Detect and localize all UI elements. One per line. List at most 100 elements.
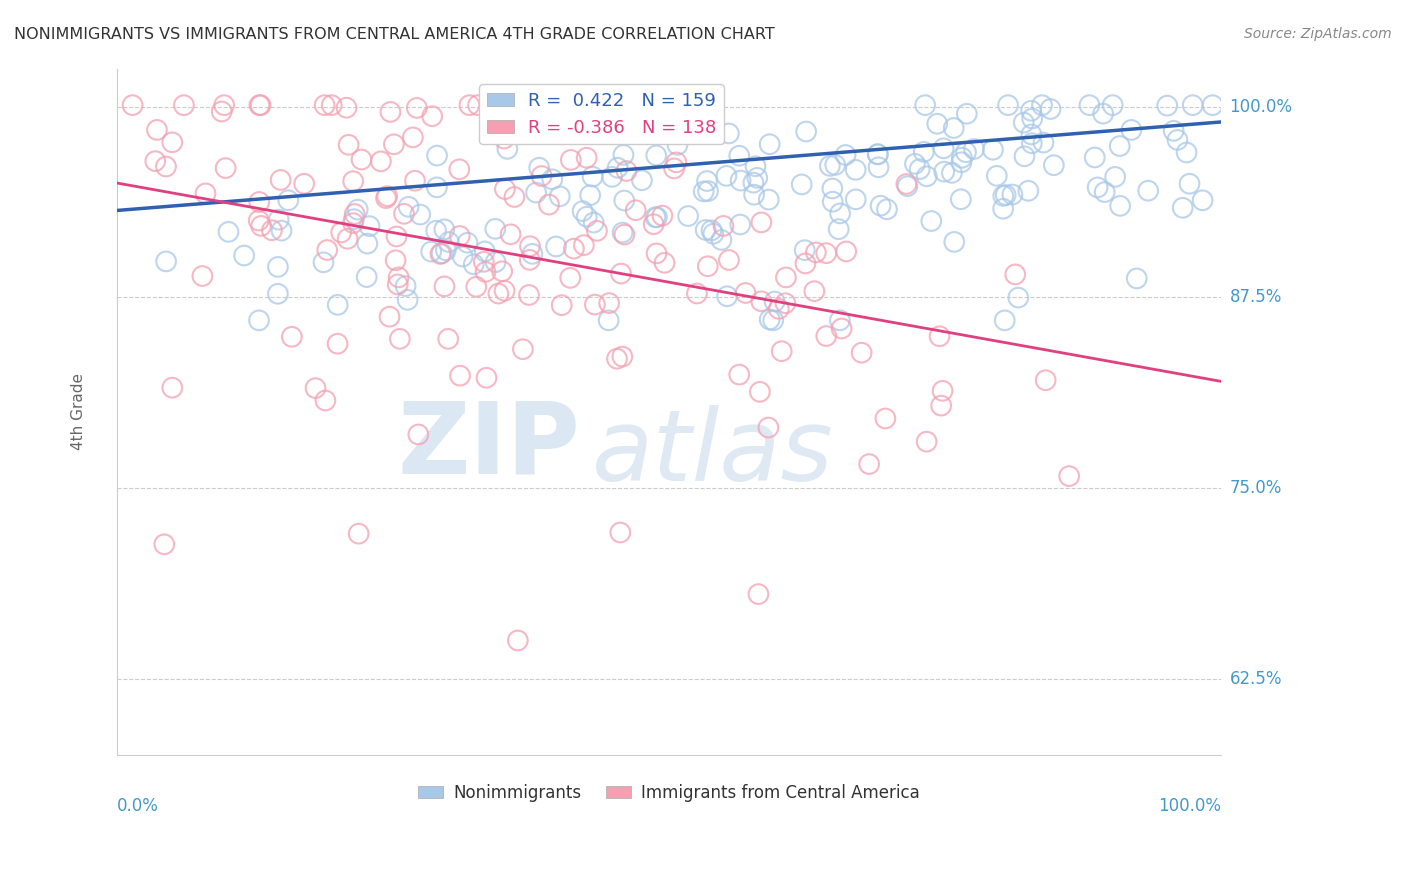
Point — [404, 174, 426, 188]
Point — [402, 130, 425, 145]
Point — [717, 127, 740, 141]
Point — [430, 246, 453, 260]
Point — [1078, 98, 1101, 112]
Point — [582, 216, 605, 230]
Point — [405, 101, 427, 115]
Point — [250, 219, 273, 233]
Point — [986, 169, 1008, 183]
Point — [866, 147, 889, 161]
Point — [702, 227, 724, 241]
Point — [734, 285, 756, 300]
Point — [929, 399, 952, 413]
Point — [728, 218, 751, 232]
Point — [581, 169, 603, 184]
Point — [821, 194, 844, 209]
Point — [654, 256, 676, 270]
Point — [612, 350, 634, 364]
Point — [1057, 469, 1080, 483]
Point — [1087, 180, 1109, 194]
Point — [818, 159, 841, 173]
Point — [342, 216, 364, 230]
Point — [747, 587, 769, 601]
Point — [713, 219, 735, 233]
Point — [665, 155, 688, 169]
Point — [804, 245, 827, 260]
Point — [191, 268, 214, 283]
Point — [267, 286, 290, 301]
Point — [742, 187, 765, 202]
Point — [770, 344, 793, 359]
Text: 87.5%: 87.5% — [1230, 288, 1282, 307]
Point — [612, 226, 634, 240]
Point — [321, 98, 343, 112]
Point — [748, 384, 770, 399]
Point — [612, 148, 634, 162]
Point — [396, 293, 419, 307]
Point — [173, 98, 195, 112]
Point — [696, 174, 718, 188]
Point — [1156, 98, 1178, 112]
Point — [666, 137, 689, 152]
Point — [950, 155, 973, 169]
Point — [598, 296, 620, 310]
Point — [606, 161, 628, 175]
Point — [613, 227, 636, 242]
Point — [475, 371, 498, 385]
Point — [575, 151, 598, 165]
Point — [409, 208, 432, 222]
Point — [378, 310, 401, 324]
Point — [1012, 115, 1035, 129]
Point — [915, 169, 938, 184]
Point — [751, 215, 773, 229]
Point — [458, 98, 481, 112]
Point — [214, 161, 236, 175]
Point — [486, 286, 509, 301]
Point — [347, 526, 370, 541]
Point — [630, 120, 652, 134]
Point — [560, 270, 582, 285]
Point — [420, 109, 443, 123]
Point — [194, 186, 217, 201]
Point — [728, 149, 751, 163]
Point — [560, 153, 582, 167]
Point — [270, 224, 292, 238]
Point — [613, 194, 636, 208]
Point — [1001, 187, 1024, 202]
Point — [815, 329, 838, 343]
Point — [845, 193, 868, 207]
Point — [927, 117, 949, 131]
Point — [530, 169, 553, 183]
Point — [994, 188, 1017, 202]
Text: 100.0%: 100.0% — [1159, 797, 1222, 814]
Point — [162, 381, 184, 395]
Point — [326, 298, 349, 312]
Point — [336, 232, 359, 246]
Point — [517, 288, 540, 302]
Point — [494, 131, 516, 145]
Point — [503, 190, 526, 204]
Point — [931, 384, 953, 398]
Point — [346, 202, 368, 217]
Point — [1109, 199, 1132, 213]
Point — [981, 143, 1004, 157]
Point — [350, 153, 373, 167]
Point — [586, 224, 609, 238]
Point — [433, 222, 456, 236]
Point — [1125, 271, 1147, 285]
Point — [696, 259, 718, 273]
Point — [700, 223, 723, 237]
Point — [868, 161, 890, 175]
Point — [316, 243, 339, 257]
Point — [426, 180, 449, 194]
Point — [247, 213, 270, 227]
Text: NONIMMIGRANTS VS IMMIGRANTS FROM CENTRAL AMERICA 4TH GRADE CORRELATION CHART: NONIMMIGRANTS VS IMMIGRANTS FROM CENTRAL… — [14, 27, 775, 42]
Point — [524, 186, 547, 200]
Point — [356, 270, 378, 285]
Point — [449, 162, 471, 177]
Point — [247, 313, 270, 327]
Point — [993, 189, 1015, 203]
Point — [426, 148, 449, 162]
Point — [335, 101, 357, 115]
Point — [519, 239, 541, 253]
Point — [695, 223, 717, 237]
